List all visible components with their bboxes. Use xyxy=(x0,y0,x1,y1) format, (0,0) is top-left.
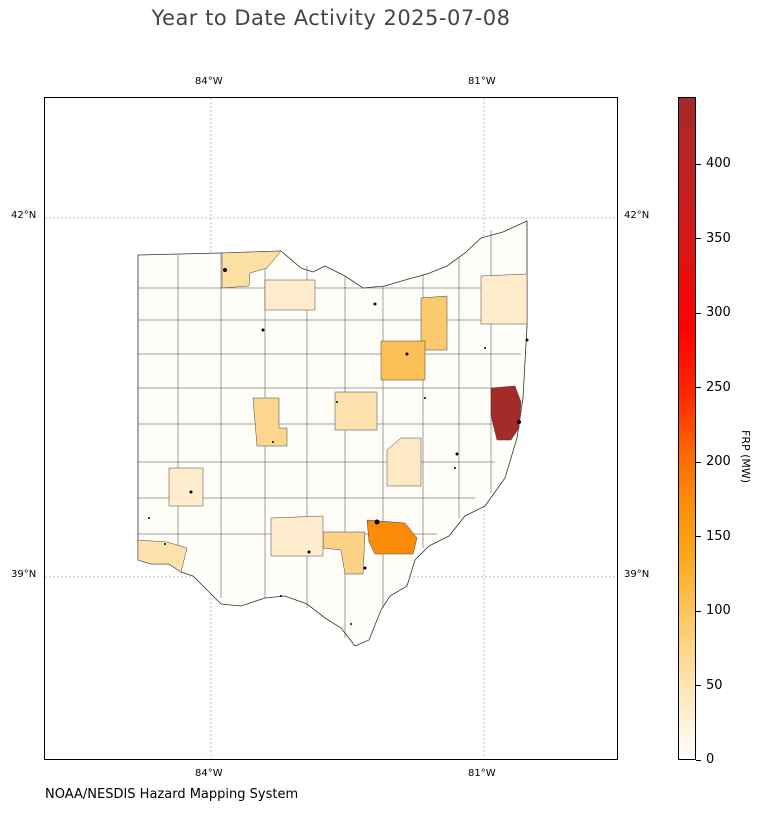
colorbar-tick-label: 400 xyxy=(706,156,731,172)
fire-detections xyxy=(148,268,529,625)
colorbar-tick-label: 0 xyxy=(706,752,715,767)
lat-tick-right-39: 39°N xyxy=(624,569,650,580)
county-west-central xyxy=(252,397,288,447)
colorbar-tick-label: 100 xyxy=(706,603,731,618)
colorbar-tick-mark xyxy=(696,685,701,686)
source-credit: NOAA/NESDIS Hazard Mapping System xyxy=(45,787,299,802)
lat-tick-left-42: 42°N xyxy=(11,210,37,221)
county-west-mid xyxy=(168,467,204,507)
county-central xyxy=(334,391,378,431)
map-panel xyxy=(44,97,618,760)
county-southwest xyxy=(137,539,188,573)
county-north-central xyxy=(264,279,316,311)
lon-tick-top-84: 84°W xyxy=(195,76,223,87)
colorbar-tick-mark xyxy=(696,461,701,463)
colorbar-tick-label: 350 xyxy=(706,230,731,246)
colorbar-tick-mark xyxy=(696,759,701,761)
colorbar-label: FRP (MW) xyxy=(739,430,752,484)
colorbar-tick-mark xyxy=(696,238,701,240)
county-central-east xyxy=(380,340,426,381)
ohio-outline xyxy=(137,220,528,647)
county-northeast xyxy=(420,295,448,351)
county-east-north xyxy=(480,273,528,325)
colorbar-tick-mark xyxy=(696,387,701,389)
colorbar-tick-mark xyxy=(696,610,701,612)
colorbar-tick-mark xyxy=(696,536,701,538)
colorbar-tick-mark xyxy=(696,312,701,314)
colorbar xyxy=(678,97,696,760)
colorbar-tick-label: 250 xyxy=(706,379,731,395)
county-mid-south xyxy=(270,515,324,557)
county-northwest xyxy=(221,250,282,289)
lon-tick-bottom-84: 84°W xyxy=(195,768,223,779)
colorbar-tick-label: 200 xyxy=(706,454,731,470)
lon-tick-bottom-81: 81°W xyxy=(468,768,496,779)
colorbar-tick-label: 50 xyxy=(706,677,723,693)
ohio-map xyxy=(45,98,617,759)
county-south-central xyxy=(366,519,418,555)
colorbar-tick-label: 300 xyxy=(706,305,731,321)
colorbar-tick-mark xyxy=(696,163,701,165)
colorbar-tick-label: 150 xyxy=(706,528,731,544)
county-eastern-border xyxy=(490,385,522,441)
lon-tick-top-81: 81°W xyxy=(468,76,496,87)
county-central-south xyxy=(386,437,422,487)
map-title: Year to Date Activity 2025-07-08 xyxy=(151,6,511,30)
lat-tick-right-42: 42°N xyxy=(624,210,650,221)
lat-tick-left-39: 39°N xyxy=(11,569,37,580)
